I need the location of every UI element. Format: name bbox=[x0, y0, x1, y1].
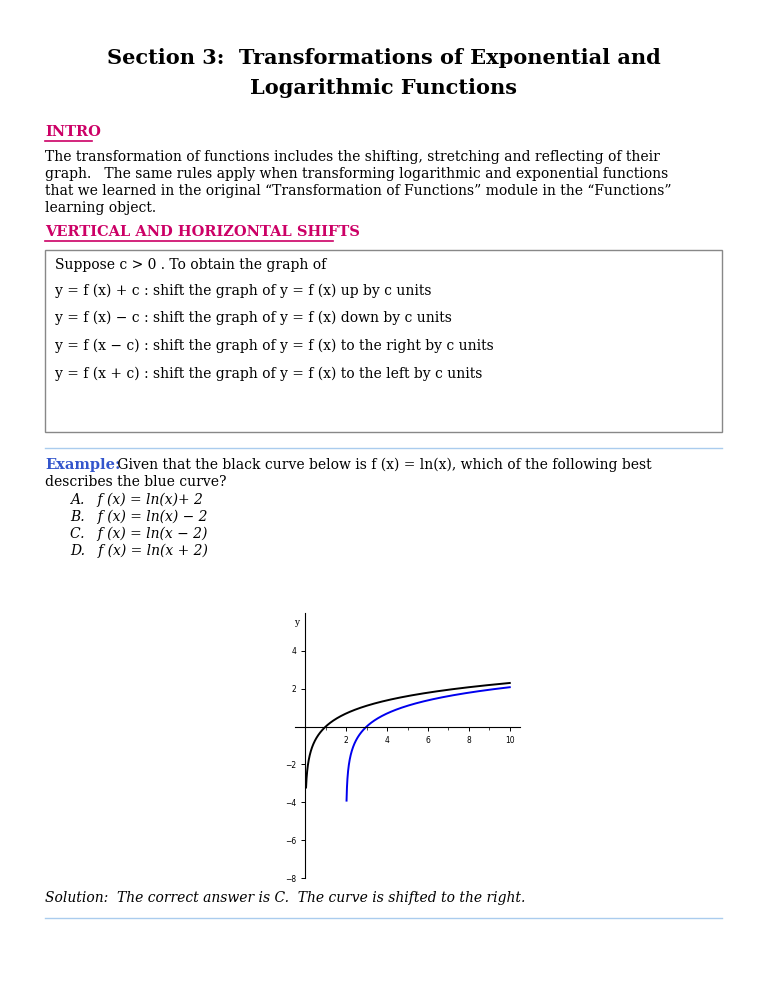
Text: C.   f (x) = ln(x − 2): C. f (x) = ln(x − 2) bbox=[70, 527, 207, 541]
Text: D.   f (x) = ln(x + 2): D. f (x) = ln(x + 2) bbox=[70, 544, 208, 559]
Text: Solution:  The correct answer is C.  The curve is shifted to the right.: Solution: The correct answer is C. The c… bbox=[45, 891, 525, 905]
Text: y: y bbox=[294, 618, 300, 627]
Text: The transformation of functions includes the shifting, stretching and reflecting: The transformation of functions includes… bbox=[45, 150, 660, 164]
Text: Example:: Example: bbox=[45, 458, 121, 472]
Text: learning object.: learning object. bbox=[45, 201, 156, 215]
Text: describes the blue curve?: describes the blue curve? bbox=[45, 475, 227, 489]
Text: Section 3:  Transformations of Exponential and: Section 3: Transformations of Exponentia… bbox=[107, 48, 661, 68]
Text: graph.   The same rules apply when transforming logarithmic and exponential func: graph. The same rules apply when transfo… bbox=[45, 167, 668, 181]
Text: A.   f (x) = ln(x)+ 2: A. f (x) = ln(x)+ 2 bbox=[70, 493, 203, 507]
Text: INTRO: INTRO bbox=[45, 125, 101, 139]
Text: B.   f (x) = ln(x) − 2: B. f (x) = ln(x) − 2 bbox=[70, 510, 207, 524]
Text: VERTICAL AND HORIZONTAL SHIFTS: VERTICAL AND HORIZONTAL SHIFTS bbox=[45, 225, 360, 239]
Text: Suppose c > 0 . To obtain the graph of: Suppose c > 0 . To obtain the graph of bbox=[55, 258, 326, 272]
Text: Logarithmic Functions: Logarithmic Functions bbox=[250, 78, 518, 98]
Text: y = f (x) − c : shift the graph of y = f (x) down by c units: y = f (x) − c : shift the graph of y = f… bbox=[55, 311, 452, 325]
Bar bbox=[45, 250, 722, 432]
Text: Given that the black curve below is f (x) = ln(x), which of the following best: Given that the black curve below is f (x… bbox=[113, 458, 651, 472]
Text: y = f (x + c) : shift the graph of y = f (x) to the left by c units: y = f (x + c) : shift the graph of y = f… bbox=[55, 367, 482, 381]
Text: y = f (x − c) : shift the graph of y = f (x) to the right by c units: y = f (x − c) : shift the graph of y = f… bbox=[55, 339, 494, 353]
Text: y = f (x) + c : shift the graph of y = f (x) up by c units: y = f (x) + c : shift the graph of y = f… bbox=[55, 284, 432, 298]
Text: that we learned in the original “Transformation of Functions” module in the “Fun: that we learned in the original “Transfo… bbox=[45, 184, 671, 198]
